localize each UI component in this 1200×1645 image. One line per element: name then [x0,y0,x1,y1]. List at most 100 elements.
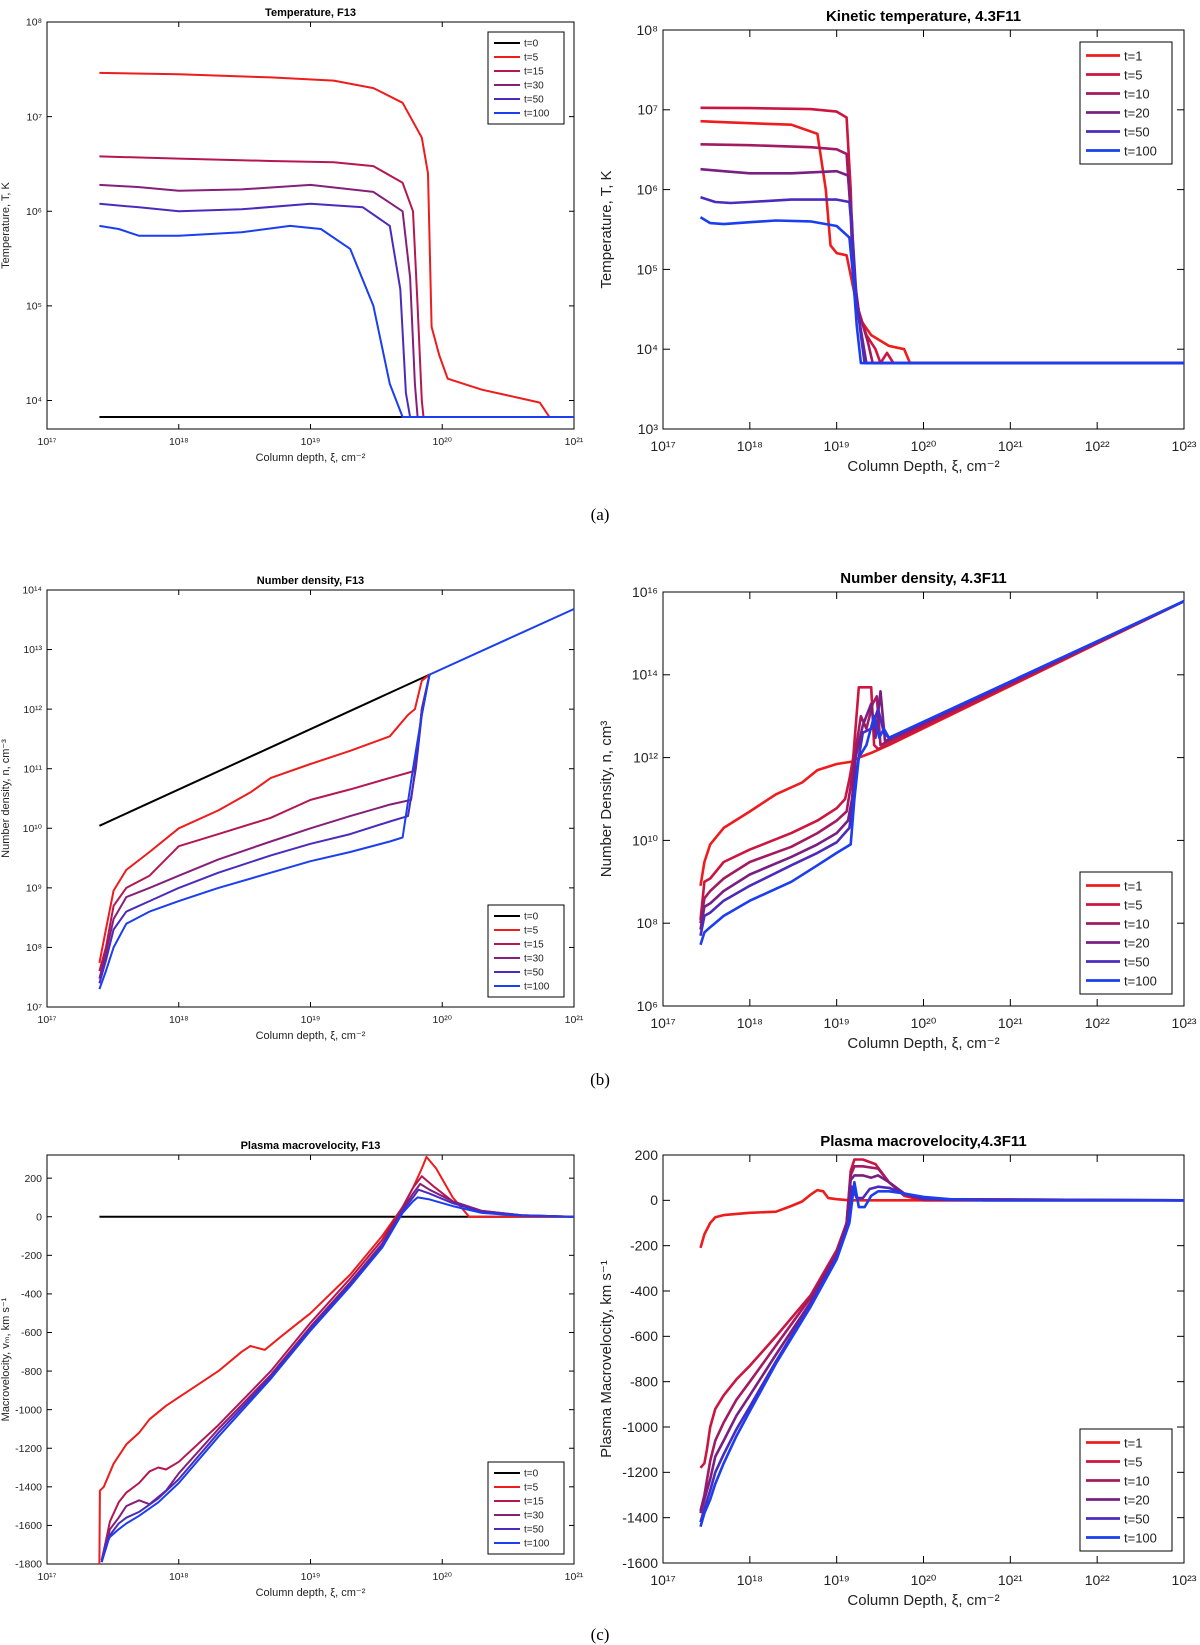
x-tick-label: 10¹⁷ [650,1015,675,1031]
series-line-t=50 [700,196,1184,365]
legend: t=1 t=5 t=10 t=20 t=50 t=100 [1079,871,1173,995]
legend-label: t=15 [524,1497,544,1508]
y-tick-label: -1600 [15,1520,42,1532]
y-tick-label: 10³ [638,421,659,437]
x-tick-label: 10²¹ [565,1014,584,1026]
x-tick-label: 10²² [1085,438,1110,454]
series-line-t=5 [98,673,431,964]
series-line-t=1 [699,1188,1184,1249]
x-tick-label: 10²² [1085,1015,1110,1031]
y-tick-label: 10⁷ [27,111,43,123]
legend: t=0 t=5 t=15 t=30 t=50 t=100 [487,31,565,125]
series-line-t=50 [100,1188,575,1563]
legend-label: t=15 [524,940,544,951]
y-tick-label: -800 [630,1374,658,1390]
series-line-t=100 [699,1180,1184,1528]
series-line-t=5 [99,71,574,418]
chart-title: Number density, 4.3F11 [840,570,1006,587]
y-tick-label: 10¹² [23,704,42,716]
legend-label: t=0 [524,912,539,923]
legend-label: t=1 [1124,879,1142,894]
legend: t=0 t=5 t=15 t=30 t=50 t=100 [487,904,565,998]
x-tick-label: 10¹⁹ [824,1572,850,1588]
x-tick-label: 10²¹ [998,438,1023,454]
series-line-t=1 [699,600,1185,887]
series-line-t=0 [98,673,430,827]
series-line-t=100 [99,224,574,418]
plot-area [46,1154,575,1565]
caption-b: (b) [590,1070,610,1089]
legend-label: t=30 [524,1511,544,1522]
y-axis-label: Temperature, T, K [0,182,12,269]
legend-label: t=100 [1124,144,1157,159]
chart-title: Kinetic temperature, 4.3F11 [826,8,1021,25]
y-tick-label: 0 [650,1192,658,1208]
y-tick-label: -1000 [622,1419,658,1435]
x-tick-label: 10²³ [1172,1015,1197,1031]
legend-label: t=30 [524,954,544,965]
legend-label: t=1 [1124,49,1142,64]
series-line-t=50 [98,674,431,984]
legend: t=1 t=5 t=10 t=20 t=50 t=100 [1079,1428,1173,1552]
chart-title: Temperature, F13 [265,7,356,19]
legend-box [1079,1428,1173,1552]
y-tick-label: 10⁸ [26,17,42,29]
legend-label: t=5 [524,926,539,937]
y-tick-label: -800 [21,1366,42,1378]
series-line-t=1 [700,119,1184,365]
x-tick-label: 10¹⁹ [301,1571,321,1583]
y-tick-label: 0 [36,1211,42,1223]
legend-label: t=10 [1124,87,1150,102]
series-line-t=15 [99,155,574,418]
y-tick-label: 10⁵ [26,301,42,313]
x-tick-label: 10²⁰ [911,1015,937,1031]
x-tick-label: 10¹⁷ [38,1571,57,1583]
y-tick-label: 10⁸ [637,915,659,931]
y-tick-label: 10⁶ [637,998,658,1014]
legend-label: t=30 [524,81,544,92]
chart-dens-43f11: 10¹⁷ 10¹⁸ 10¹⁹ 10²⁰ 10²¹ 10²² 10²³ 10⁶ 10⁸ 10¹⁰ 10… [598,570,1197,1052]
series-line-t=100 [699,216,1184,365]
legend-label: t=50 [1124,125,1150,140]
y-tick-label: 10⁸ [26,942,42,954]
x-axis-label: Column Depth, ξ, cm⁻² [847,458,999,475]
plot-area [46,21,575,430]
series-line-t=15 [100,1175,575,1561]
series-line-t=100 [699,600,1185,946]
y-tick-label: -1800 [15,1559,42,1571]
legend-box [487,904,565,998]
plot-area [46,589,575,1008]
x-tick-label: 10¹⁸ [169,1014,189,1026]
x-tick-label: 10²⁰ [433,1014,453,1026]
legend-label: t=50 [524,1525,544,1536]
x-tick-label: 10¹⁹ [301,436,321,448]
legend: t=1 t=5 t=10 t=20 t=50 t=100 [1079,41,1173,165]
legend-label: t=15 [524,67,544,78]
chart-title: Number density, F13 [257,575,364,587]
x-axis-label: Column depth, ξ, cm⁻² [256,1587,366,1599]
legend-label: t=10 [1124,917,1150,932]
x-tick-label: 10²¹ [565,1571,584,1583]
y-axis-label: Macrovelocity, vₘ, km s⁻¹ [0,1297,12,1421]
legend-label: t=20 [1124,106,1150,121]
y-tick-label: 10¹⁴ [22,585,42,597]
x-tick-label: 10¹⁸ [169,1571,189,1583]
legend-box [1079,871,1173,995]
series-line-t=30 [99,183,574,418]
x-tick-label: 10¹⁷ [650,1572,675,1588]
series-line-t=30 [100,1182,575,1561]
y-tick-label: 10⁹ [26,883,42,895]
x-tick-label: 10¹⁹ [824,1015,850,1031]
chart-title: Plasma macrovelocity, F13 [241,1140,381,1152]
y-tick-label: 10⁵ [637,261,658,277]
y-tick-label: -1600 [622,1555,658,1571]
x-tick-label: 10²¹ [998,1015,1023,1031]
y-axis-label: Plasma Macrovelocity, km s⁻¹ [598,1260,615,1458]
chart-temp-f13: 10¹⁷ 10¹⁸ 10¹⁹ 10²⁰ 10²¹ 10⁴ 10⁵ 10⁶ 10⁷ 10⁸ Tempe… [0,7,584,464]
y-tick-label: -200 [21,1250,42,1262]
legend-label: t=5 [1124,68,1142,83]
caption-c: (c) [591,1625,610,1644]
chart-temp-43f11: 10¹⁷ 10¹⁸ 10¹⁹ 10²⁰ 10²¹ 10²² 10²³ 10³ 10⁴ 10⁵ 10⁶… [598,8,1197,475]
y-tick-label: -200 [630,1238,658,1254]
x-tick-label: 10²⁰ [433,436,453,448]
